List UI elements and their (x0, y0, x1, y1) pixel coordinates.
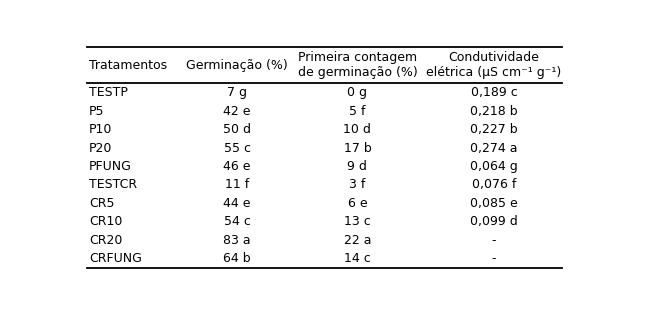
Text: 42 e: 42 e (223, 105, 251, 118)
Text: Tratamentos: Tratamentos (89, 58, 167, 72)
Text: 3 f: 3 f (349, 178, 366, 191)
Text: 0,189 c: 0,189 c (471, 86, 517, 99)
Text: 0,218 b: 0,218 b (470, 105, 518, 118)
Text: PFUNG: PFUNG (89, 160, 132, 173)
Text: 10 d: 10 d (343, 123, 372, 136)
Text: 6 e: 6 e (347, 197, 367, 210)
Text: 11 f: 11 f (225, 178, 249, 191)
Text: 44 e: 44 e (223, 197, 251, 210)
Text: 5 f: 5 f (349, 105, 366, 118)
Text: 13 c: 13 c (344, 215, 371, 228)
Text: TESTP: TESTP (89, 86, 128, 99)
Text: Primeira contagem
de germinação (%): Primeira contagem de germinação (%) (298, 51, 417, 79)
Text: CR10: CR10 (89, 215, 123, 228)
Text: CRFUNG: CRFUNG (89, 252, 142, 265)
Text: 17 b: 17 b (343, 142, 372, 154)
Text: 7 g: 7 g (227, 86, 247, 99)
Text: -: - (492, 234, 496, 247)
Text: Germinação (%): Germinação (%) (186, 58, 288, 72)
Text: CR20: CR20 (89, 234, 123, 247)
Text: 0,076 f: 0,076 f (472, 178, 517, 191)
Text: 54 c: 54 c (224, 215, 251, 228)
Text: 14 c: 14 c (344, 252, 371, 265)
Text: 50 d: 50 d (223, 123, 251, 136)
Text: P10: P10 (89, 123, 112, 136)
Text: CR5: CR5 (89, 197, 115, 210)
Text: 0 g: 0 g (347, 86, 368, 99)
Text: P20: P20 (89, 142, 112, 154)
Text: 0,274 a: 0,274 a (470, 142, 518, 154)
Text: 46 e: 46 e (223, 160, 251, 173)
Text: TESTCR: TESTCR (89, 178, 137, 191)
Text: 22 a: 22 a (343, 234, 371, 247)
Text: 0,099 d: 0,099 d (470, 215, 518, 228)
Text: 0,085 e: 0,085 e (470, 197, 518, 210)
Text: P5: P5 (89, 105, 104, 118)
Text: 64 b: 64 b (223, 252, 251, 265)
Text: 0,227 b: 0,227 b (470, 123, 518, 136)
Text: 55 c: 55 c (224, 142, 251, 154)
Text: -: - (492, 252, 496, 265)
Text: 9 d: 9 d (347, 160, 368, 173)
Text: 0,064 g: 0,064 g (470, 160, 518, 173)
Text: 83 a: 83 a (223, 234, 251, 247)
Text: Condutividade
elétrica (μS cm⁻¹ g⁻¹): Condutividade elétrica (μS cm⁻¹ g⁻¹) (426, 51, 562, 79)
